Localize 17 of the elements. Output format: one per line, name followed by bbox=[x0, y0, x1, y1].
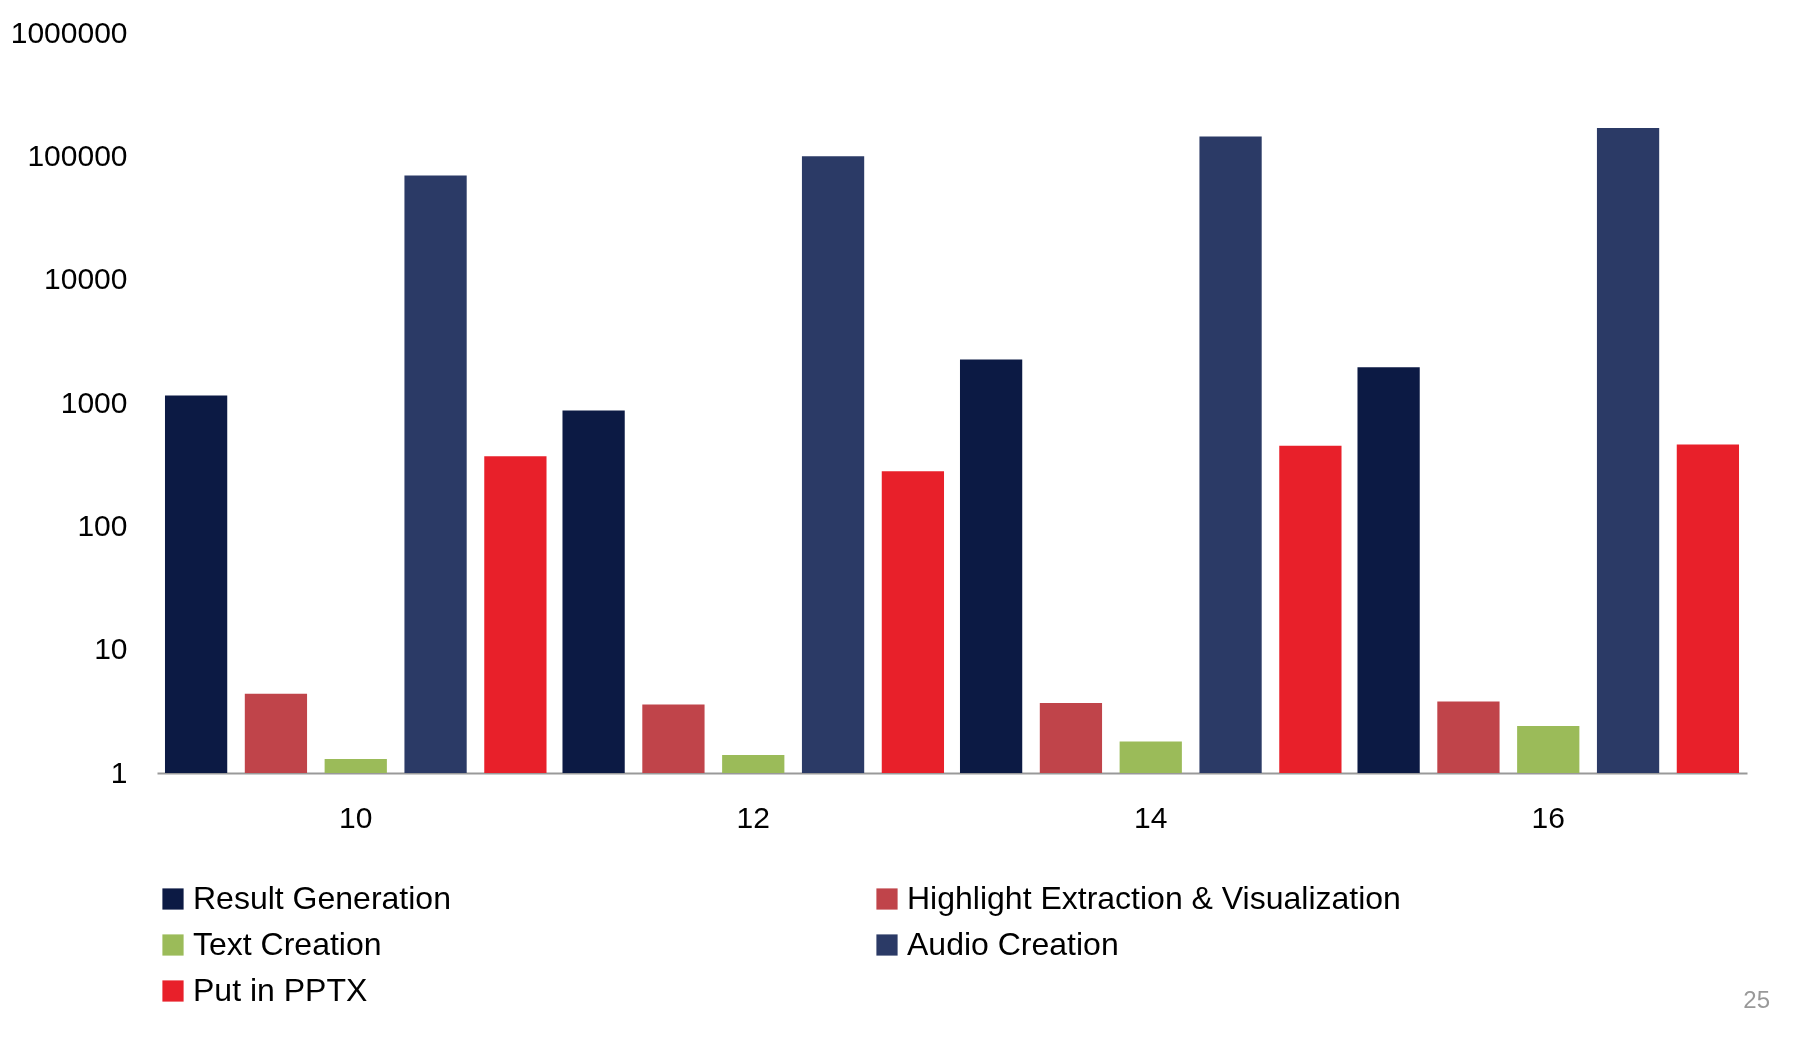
legend-label: Put in PPTX bbox=[193, 972, 368, 1008]
y-tick-label: 10000 bbox=[44, 262, 128, 296]
y-tick-label: 1 bbox=[110, 755, 128, 789]
y-tick-label: 1000 bbox=[60, 385, 128, 419]
y-tick-label: 100000 bbox=[27, 138, 128, 172]
legend-label: Audio Creation bbox=[907, 926, 1119, 962]
y-tick-label: 10 bbox=[94, 632, 128, 666]
x-tick-label: 16 bbox=[1531, 800, 1565, 834]
x-tick-label: 12 bbox=[736, 800, 770, 834]
y-tick-label: 100 bbox=[77, 508, 128, 542]
text: 25 bbox=[1743, 986, 1770, 1014]
legend-label: Highlight Extraction & Visualization bbox=[907, 880, 1401, 916]
legend-label: Text Creation bbox=[193, 926, 382, 962]
x-tick-label: 10 bbox=[339, 800, 373, 834]
x-tick-label: 14 bbox=[1134, 800, 1168, 834]
legend-label: Result Generation bbox=[193, 880, 451, 916]
y-tick-label: 1000000 bbox=[10, 15, 128, 49]
